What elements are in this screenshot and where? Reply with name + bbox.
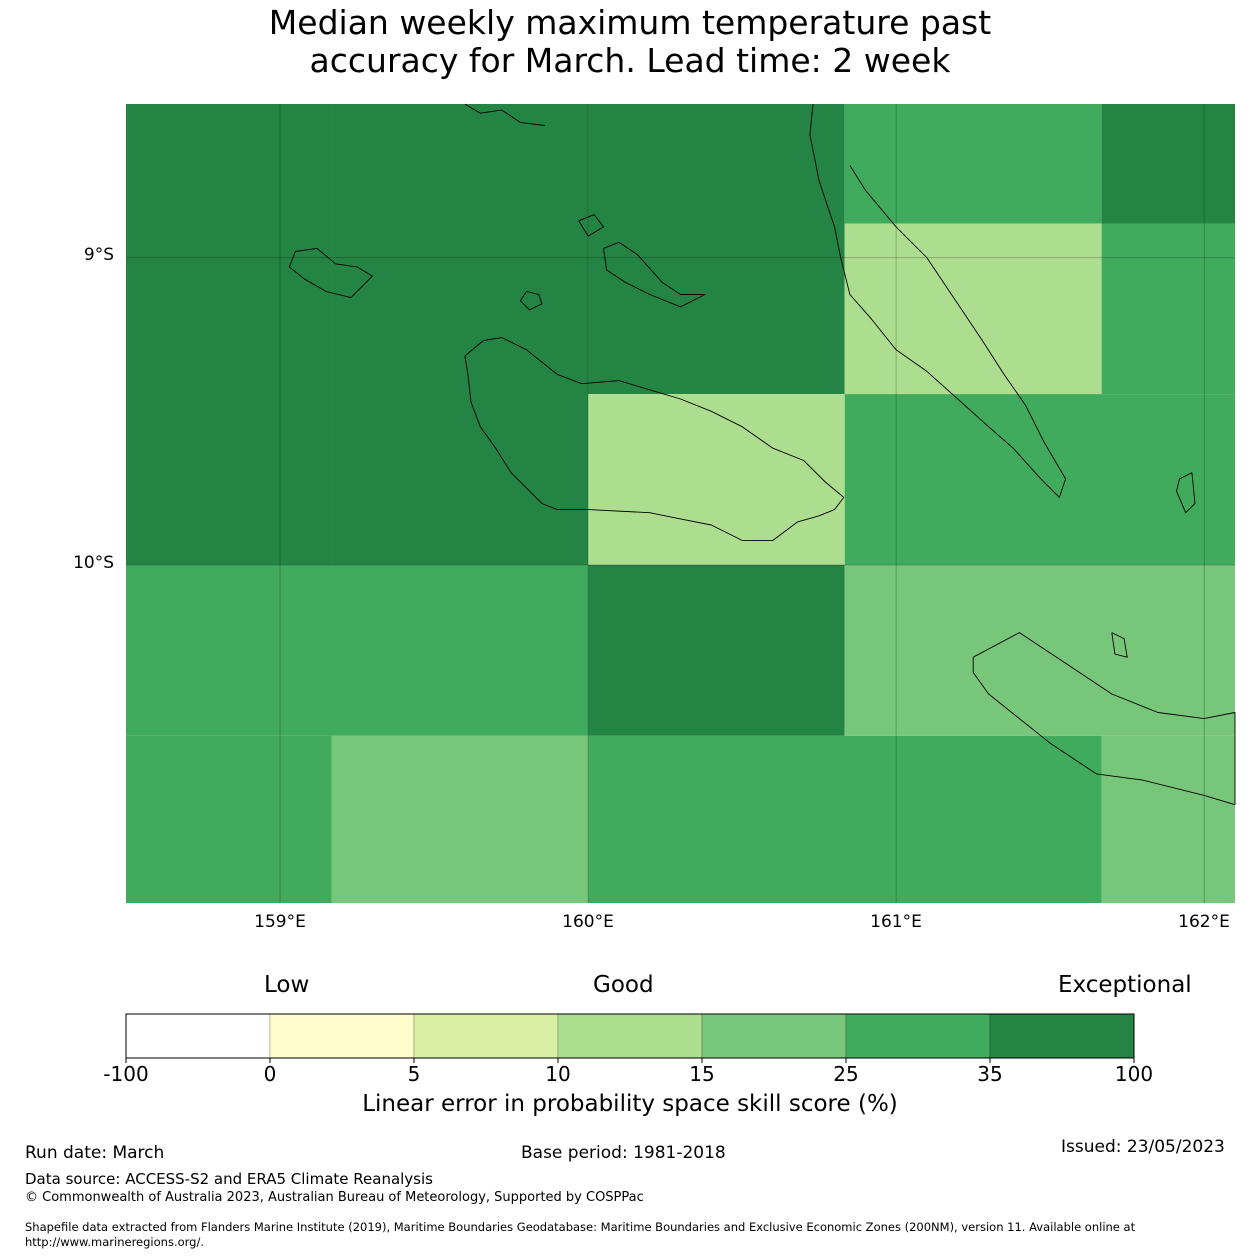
skill-cell: [588, 104, 845, 395]
colorbar-tick-label: -100: [103, 1062, 149, 1086]
skill-cell: [126, 735, 332, 903]
malaita-coast: [809, 103, 1067, 498]
colorbar-bin: [413, 1013, 559, 1059]
category-label-good: Good: [593, 972, 654, 998]
category-label-low: Low: [264, 972, 310, 998]
coastlines: [288, 103, 1236, 806]
russell-islands: [288, 247, 373, 299]
colorbar-tick-label: 15: [689, 1062, 715, 1086]
skill-cell: [1101, 223, 1235, 395]
title-line-2: accuracy for March. Lead time: 2 week: [309, 41, 951, 80]
colorbar-bin: [557, 1013, 703, 1059]
uki-island: [1111, 632, 1128, 658]
colorbar-bin: [845, 1013, 991, 1059]
skill-cell: [1101, 735, 1235, 903]
lat-label-10s: 10°S: [73, 553, 114, 573]
lon-label-162e: 162°E: [1178, 912, 1230, 932]
nggela-island-east: [578, 214, 604, 237]
skill-grid-cells: [126, 104, 1235, 903]
lon-label-160e: 160°E: [562, 912, 614, 932]
colorbar-tick-label: 100: [1114, 1062, 1154, 1086]
nggela-island-west: [603, 241, 706, 308]
base-period: Base period: 1981-2018: [521, 1143, 726, 1163]
colorbar-tick-label: 35: [977, 1062, 1003, 1086]
lat-label-9s: 9°S: [83, 245, 114, 265]
skill-cell: [126, 104, 332, 565]
skill-cell: [1101, 104, 1235, 224]
guadalcanal-coast: [464, 337, 845, 541]
skill-cell: [588, 564, 845, 736]
colorbar-bin: [989, 1013, 1135, 1059]
skill-cell: [331, 735, 589, 903]
savo-island: [519, 291, 543, 311]
shapefile-credit-line-1: Shapefile data extracted from Flanders M…: [25, 1220, 1136, 1234]
chart-title: Median weekly maximum temperature past a…: [0, 4, 1260, 80]
colorbar-bin: [125, 1013, 271, 1059]
colorbar-title: Linear error in probability space skill …: [362, 1091, 898, 1117]
category-label-exceptional: Exceptional: [1058, 972, 1192, 998]
colorbar-bin: [269, 1013, 415, 1059]
run-date: Run date: March: [25, 1143, 165, 1163]
ulawa-island: [1176, 472, 1196, 514]
skill-cell: [588, 394, 845, 565]
lon-label-161e: 161°E: [870, 912, 922, 932]
colorbar-tick-label: 5: [407, 1062, 421, 1086]
skill-cell: [844, 394, 1235, 565]
skill-cell: [844, 104, 1102, 224]
colorbar-frame: [125, 1013, 1135, 1059]
skill-cell: [588, 735, 1102, 903]
colorbar-tick-label: 10: [545, 1062, 571, 1086]
colorbar: [125, 1013, 1135, 1063]
colorbar-tick-label: 25: [833, 1062, 859, 1086]
skill-cell: [844, 564, 1235, 736]
data-source: Data source: ACCESS-S2 and ERA5 Climate …: [25, 1170, 433, 1188]
lon-label-159e: 159°E: [254, 912, 306, 932]
skill-cell: [844, 223, 1102, 395]
graticule: [126, 104, 1235, 903]
skill-cell: [126, 564, 589, 736]
colorbar-tick-label: 0: [263, 1062, 277, 1086]
north-coast-islands: [464, 103, 546, 126]
title-line-1: Median weekly maximum temperature past: [268, 3, 992, 42]
skill-cell: [331, 104, 589, 565]
shapefile-credit-line-2: http://www.marineregions.org/.: [25, 1235, 204, 1249]
san-cristobal-coast: [972, 632, 1236, 806]
copyright: © Commonwealth of Australia 2023, Austra…: [25, 1190, 644, 1205]
colorbar-bin: [701, 1013, 847, 1059]
issued-date: Issued: 23/05/2023: [1061, 1137, 1225, 1157]
